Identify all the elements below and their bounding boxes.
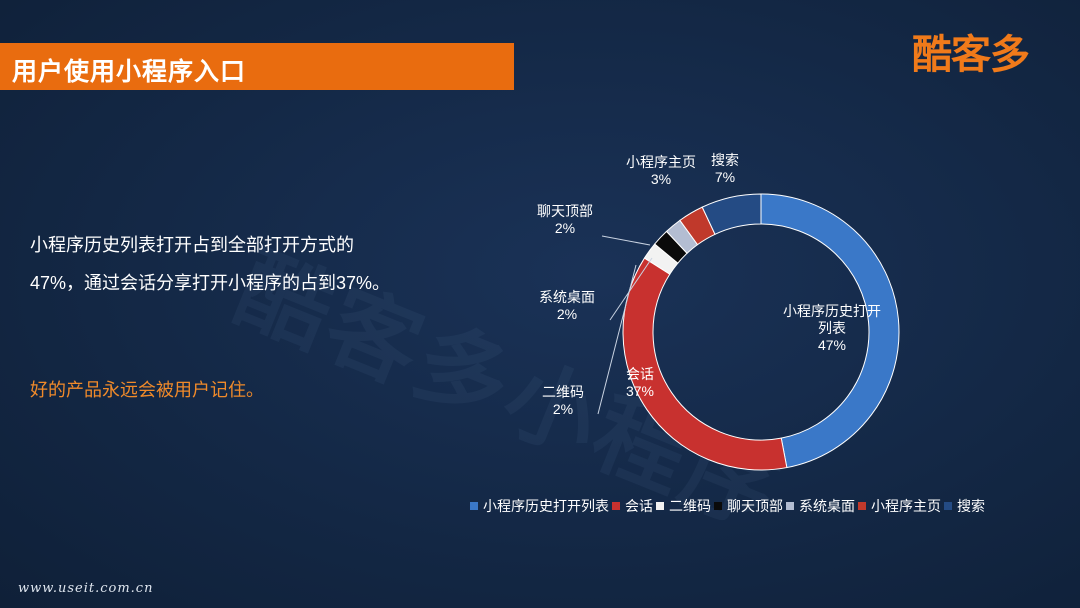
legend-item: 搜索 bbox=[944, 496, 985, 516]
highlight-text: 好的产品永远会被用户记住。 bbox=[30, 380, 264, 400]
legend-swatch bbox=[714, 502, 722, 510]
slice-label: 会话 37% bbox=[626, 366, 654, 399]
slide-title: 用户使用小程序入口 bbox=[12, 58, 247, 86]
footer-url: www.useit.com.cn bbox=[18, 581, 154, 596]
legend-swatch bbox=[944, 502, 952, 510]
legend-swatch bbox=[786, 502, 794, 510]
legend-item: 小程序历史打开列表 bbox=[470, 496, 609, 516]
donut-slice bbox=[622, 257, 788, 471]
legend-swatch bbox=[656, 502, 664, 510]
legend-swatch bbox=[612, 502, 620, 510]
legend-item: 小程序主页 bbox=[858, 496, 941, 516]
legend-swatch bbox=[470, 502, 478, 510]
legend-label: 二维码 bbox=[669, 498, 711, 514]
legend-item: 系统桌面 bbox=[786, 496, 855, 516]
leader-line bbox=[609, 257, 653, 321]
slice-label: 系统桌面 2% bbox=[539, 289, 595, 322]
leader-line bbox=[597, 264, 637, 415]
legend-label: 系统桌面 bbox=[799, 498, 855, 514]
legend-item: 聊天顶部 bbox=[714, 496, 783, 516]
title-bar: 用户使用小程序入口 bbox=[0, 43, 514, 90]
legend-label: 搜索 bbox=[957, 498, 985, 514]
leader-line bbox=[601, 235, 651, 246]
slice-label: 二维码 2% bbox=[542, 384, 584, 417]
donut-slice bbox=[701, 193, 762, 235]
legend-swatch bbox=[858, 502, 866, 510]
slice-label: 小程序历史打开列表 47% bbox=[783, 303, 881, 353]
slice-label: 小程序主页 3% bbox=[626, 154, 696, 187]
legend-label: 小程序主页 bbox=[871, 498, 941, 514]
slice-label: 搜索 7% bbox=[711, 152, 739, 185]
donut-slice bbox=[760, 193, 900, 469]
summary-text: 小程序历史列表打开占到全部打开方式的47%，通过会话分享打开小程序的占到37%。 bbox=[30, 235, 391, 293]
legend-label: 聊天顶部 bbox=[727, 498, 783, 514]
chart-legend: 小程序历史打开列表 会话 二维码 聊天顶部 系统桌面 小程序主页 搜索 bbox=[470, 496, 988, 516]
legend-label: 会话 bbox=[625, 498, 653, 514]
legend-item: 会话 bbox=[612, 496, 653, 516]
slice-label: 聊天顶部 2% bbox=[537, 203, 593, 236]
legend-label: 小程序历史打开列表 bbox=[483, 498, 609, 514]
brand-logo: 酷客多 bbox=[912, 32, 1030, 78]
legend-item: 二维码 bbox=[656, 496, 711, 516]
